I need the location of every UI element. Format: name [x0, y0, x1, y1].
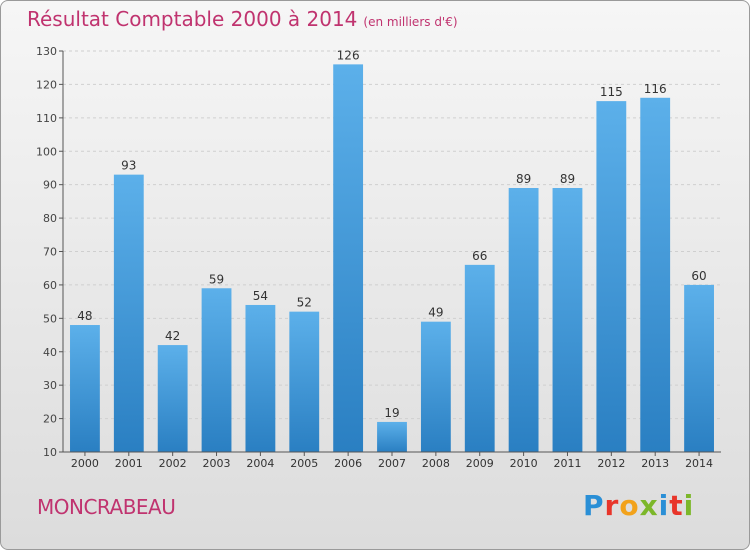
data-label-2004: 54 [253, 289, 268, 303]
bar-2003 [201, 288, 232, 452]
bar-2002 [157, 345, 188, 452]
bar-2008 [420, 321, 451, 452]
data-label-2008: 49 [428, 306, 443, 320]
x-tick-label: 2001 [115, 457, 143, 470]
bar-2001 [113, 174, 144, 452]
bars [70, 64, 714, 453]
data-label-2001: 93 [121, 159, 136, 173]
x-tick-label: 2000 [71, 457, 99, 470]
x-tick-label: 2007 [378, 457, 406, 470]
y-tick-label: 90 [43, 179, 57, 192]
y-tick-label: 20 [43, 413, 57, 426]
x-tick-label: 2006 [334, 457, 362, 470]
bar-2012 [596, 101, 627, 452]
bar-2007 [377, 421, 407, 452]
x-tick-label: 2012 [597, 457, 625, 470]
data-label-2006: 126 [337, 48, 360, 62]
x-tick-label: 2003 [203, 457, 231, 470]
x-tick-label: 2005 [290, 457, 318, 470]
data-label-2009: 66 [472, 249, 487, 263]
y-tick-label: 30 [43, 379, 57, 392]
data-label-2003: 59 [209, 272, 224, 286]
chart-subtitle: (en milliers d'€) [363, 15, 458, 29]
x-tick-label: 2010 [510, 457, 538, 470]
logo-letter: x [639, 489, 659, 522]
data-label-2012: 115 [600, 85, 623, 99]
labels: 10 20 30 40 50 60 70 80 90 100 110 120 130 48 2000 93 20… [36, 45, 713, 470]
logo-letter: o [619, 489, 640, 522]
data-label-2010: 89 [516, 172, 531, 186]
axes [59, 50, 721, 456]
bar-2000 [70, 325, 100, 452]
data-label-2007: 19 [384, 406, 399, 420]
y-tick-label: 10 [43, 446, 57, 459]
x-tick-label: 2004 [246, 457, 274, 470]
y-tick-label: 120 [36, 78, 57, 91]
data-label-2013: 116 [644, 82, 667, 96]
proxiti-logo: Proxiti [583, 489, 694, 522]
y-tick-label: 40 [43, 346, 57, 359]
data-label-2014: 60 [691, 269, 706, 283]
data-label-2000: 48 [77, 309, 92, 323]
chart-title: Résultat Comptable 2000 à 2014 (en millie… [27, 7, 458, 31]
data-label-2002: 42 [165, 329, 180, 343]
data-label-2011: 89 [560, 172, 575, 186]
logo-letter: t [669, 489, 684, 522]
commune-name: MONCRABEAU [37, 495, 176, 519]
y-tick-label: 70 [43, 246, 57, 259]
y-tick-label: 100 [36, 145, 57, 158]
y-tick-label: 60 [43, 279, 57, 292]
logo-letter: P [583, 489, 605, 522]
bar-2004 [245, 304, 276, 452]
y-tick-label: 50 [43, 312, 57, 325]
chart-title-text: Résultat Comptable 2000 à 2014 [27, 7, 358, 31]
y-tick-label: 130 [36, 45, 57, 58]
bar-2005 [289, 311, 320, 452]
logo-letter: r [604, 489, 620, 522]
x-tick-label: 2011 [553, 457, 581, 470]
bar-2014 [684, 284, 714, 452]
bar-2006 [333, 64, 364, 452]
logo-letter: i [683, 489, 695, 522]
bar-2010 [508, 188, 539, 452]
x-tick-label: 2013 [641, 457, 669, 470]
x-tick-label: 2002 [159, 457, 187, 470]
x-tick-label: 2009 [466, 457, 494, 470]
x-tick-label: 2014 [685, 457, 713, 470]
bar-2011 [552, 188, 583, 452]
y-tick-label: 80 [43, 212, 57, 225]
data-label-2005: 52 [297, 296, 312, 310]
bar-2009 [464, 264, 495, 452]
logo-letter: i [658, 489, 670, 522]
y-tick-label: 110 [36, 112, 57, 125]
x-tick-label: 2008 [422, 457, 450, 470]
bar-2013 [640, 97, 671, 453]
